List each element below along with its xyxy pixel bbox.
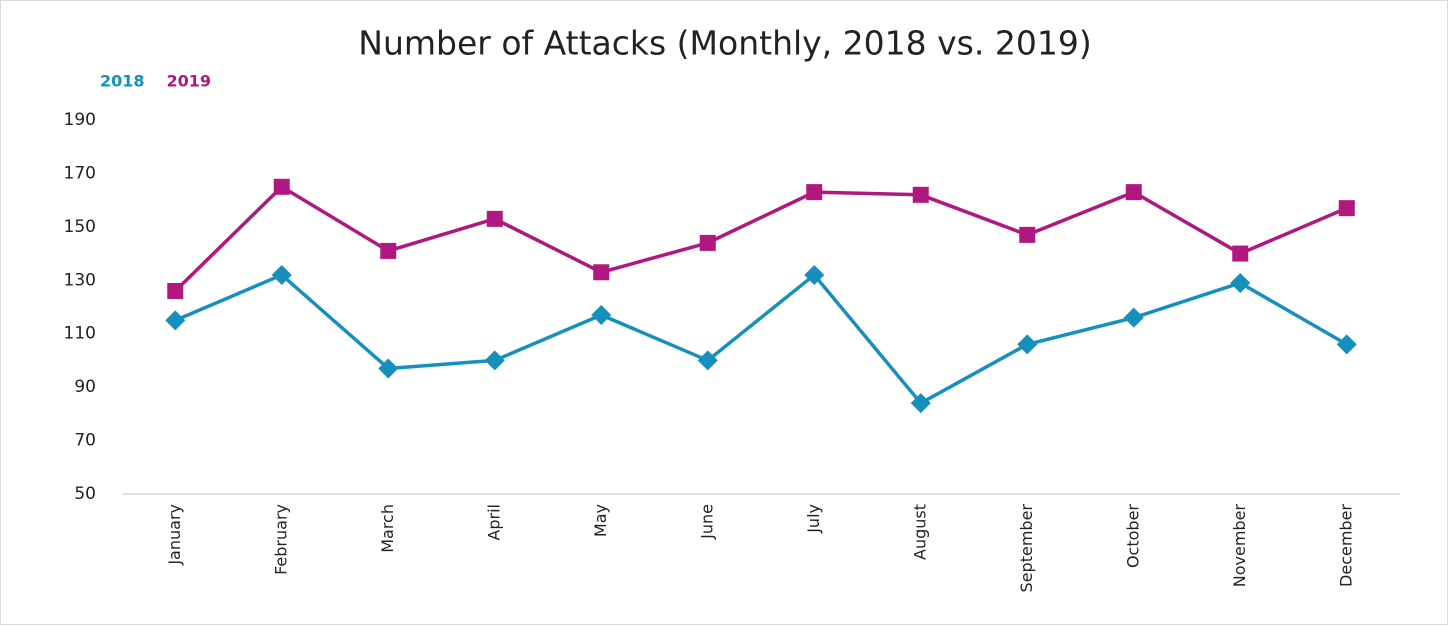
point-marker [1017,334,1038,355]
x-tick-label: January [165,504,184,566]
x-tick-label: February [271,504,290,575]
point-marker [1232,245,1249,262]
point-marker [273,178,290,195]
y-tick-label: 150 [64,217,96,237]
y-tick-label: 70 [74,431,96,451]
legend-entry: 2018 [100,72,145,91]
x-tick-label: September [1017,504,1036,593]
point-marker [1338,200,1355,217]
point-marker [912,186,929,203]
x-tick-label: December [1336,504,1355,587]
chart-title: Number of Attacks (Monthly, 2018 vs. 201… [358,24,1091,63]
point-marker [271,264,292,285]
x-tick-label: April [484,504,503,541]
point-marker [1125,184,1142,201]
point-marker [484,350,505,371]
point-marker [167,282,184,299]
point-marker [593,264,610,281]
series-line [174,185,1348,293]
series-line [174,273,1348,405]
point-marker [1019,226,1036,243]
x-tick-label: August [910,504,929,560]
y-tick-label: 170 [64,163,96,183]
y-tick-label: 90 [74,377,96,397]
x-tick-label: March [378,504,397,553]
point-marker [1123,307,1144,328]
point-marker [806,184,823,201]
y-tick-label: 190 [64,110,96,130]
x-tick-label: October [1123,504,1142,568]
x-tick-label: November [1230,504,1249,588]
point-marker [697,350,718,371]
point-marker [378,358,399,379]
point-marker [1230,272,1251,293]
x-tick-label: May [591,504,610,537]
point-marker [910,393,931,414]
y-tick-label: 130 [64,270,96,290]
point-marker [699,234,716,251]
x-tick-label: June [697,504,716,540]
point-marker [804,264,825,285]
x-tick-label: July [804,504,823,534]
point-marker [380,242,397,259]
point-marker [591,305,612,326]
point-marker [486,210,503,227]
y-tick-label: 50 [74,484,96,504]
point-marker [1336,334,1357,355]
y-tick-label: 110 [64,324,96,344]
point-marker [165,310,186,331]
legend-entry: 2019 [167,72,212,91]
